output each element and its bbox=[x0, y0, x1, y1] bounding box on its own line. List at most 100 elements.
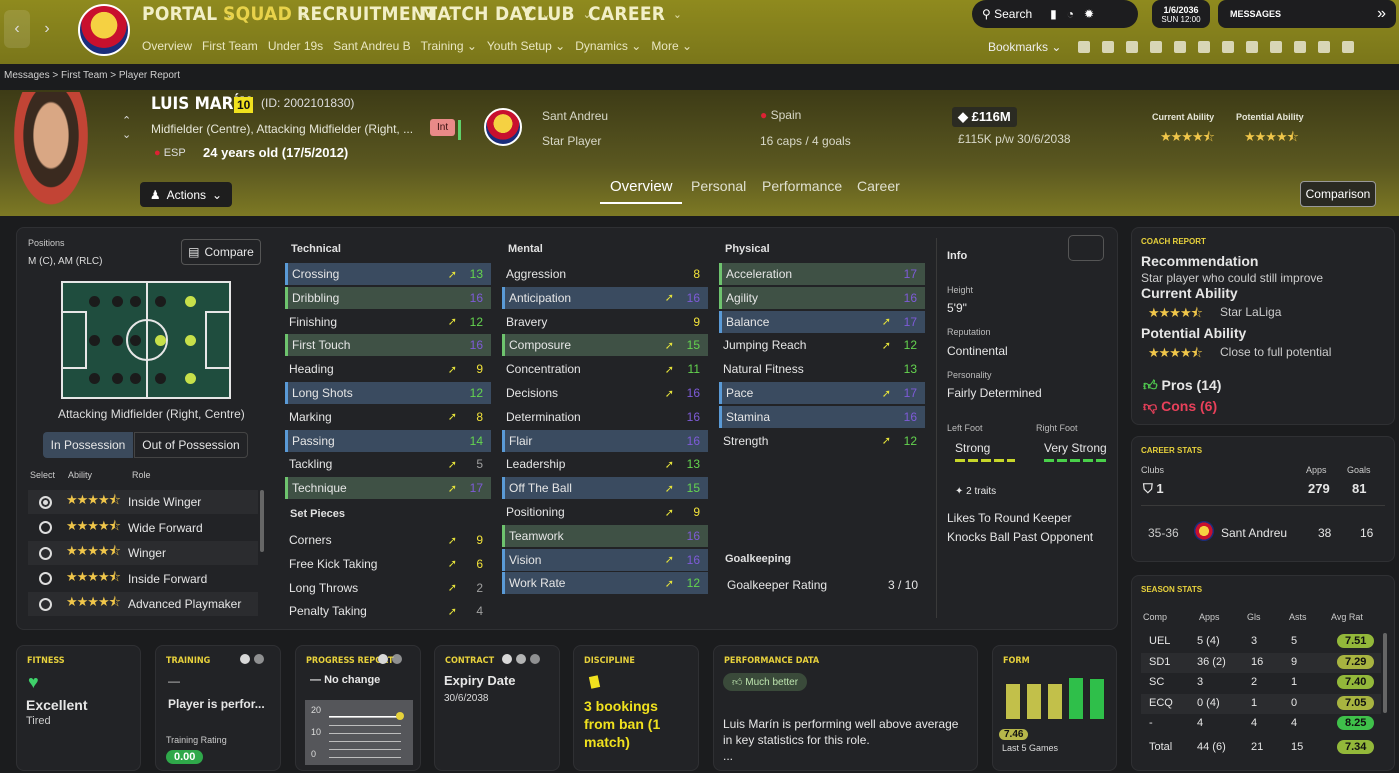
season-scrollbar[interactable] bbox=[1383, 633, 1387, 713]
report-icon[interactable] bbox=[1246, 41, 1258, 53]
attribute-row[interactable]: Heading ➚ 9 bbox=[285, 358, 491, 380]
medical-icon[interactable] bbox=[1222, 41, 1234, 53]
role-row[interactable]: ★★★★⯪ Inside Winger bbox=[28, 490, 258, 514]
club-crest[interactable] bbox=[78, 4, 130, 56]
club-badge[interactable] bbox=[484, 108, 522, 146]
attribute-row[interactable]: Decisions ➚ 16 bbox=[502, 382, 708, 404]
club-name[interactable]: Sant Andreu bbox=[542, 109, 609, 123]
attribute-row[interactable]: Determination 16 bbox=[502, 406, 708, 428]
season-row[interactable]: Total 44 (6) 21 15 7.34 bbox=[1141, 738, 1381, 758]
tab-performance[interactable]: Performance bbox=[762, 178, 843, 194]
attribute-row[interactable]: Flair 16 bbox=[502, 429, 708, 452]
tab-overview[interactable]: Overview bbox=[610, 178, 673, 195]
attribute-row[interactable]: Stamina 16 bbox=[719, 405, 925, 428]
attribute-row[interactable]: Strength ➚ 12 bbox=[719, 430, 925, 452]
finance-icon[interactable] bbox=[1342, 41, 1354, 53]
actions-button[interactable]: ♟ Actions ⌄ bbox=[140, 182, 232, 207]
attribute-row[interactable]: Balance ➚ 17 bbox=[719, 310, 925, 333]
discipline-card[interactable]: DISCIPLINE bbox=[573, 645, 699, 771]
nav-club[interactable]: CLUB ⌄ bbox=[524, 3, 591, 25]
attribute-row[interactable]: Crossing ➚ 13 bbox=[285, 263, 491, 285]
attribute-row[interactable]: Off The Ball ➚ 15 bbox=[502, 477, 708, 500]
attribute-row[interactable]: Passing 14 bbox=[285, 429, 491, 452]
role-radio[interactable] bbox=[39, 521, 52, 535]
attribute-row[interactable]: Tackling ➚ 5 bbox=[285, 453, 491, 475]
season-row[interactable]: - 4 4 4 8.25 bbox=[1141, 714, 1381, 734]
gear-icon[interactable]: ✹ bbox=[1084, 7, 1095, 21]
attribute-row[interactable]: Finishing ➚ 12 bbox=[285, 311, 491, 333]
attribute-row[interactable]: Aggression 8 bbox=[502, 263, 708, 285]
role-row[interactable]: ★★★★⯪ Advanced Playmaker bbox=[28, 592, 258, 617]
prev-next-arrows[interactable]: ⌃ ⌄ bbox=[122, 115, 132, 141]
attribute-row[interactable]: Anticipation ➚ 16 bbox=[502, 286, 708, 309]
role-row[interactable]: ★★★★⯪ Inside Forward bbox=[28, 567, 258, 591]
in-possession-toggle[interactable]: In Possession bbox=[43, 432, 133, 458]
bookmarks-dropdown[interactable]: Bookmarks ⌄ bbox=[988, 40, 1062, 54]
subnav-youth-setup[interactable]: Youth Setup ⌄ bbox=[486, 39, 566, 53]
role-radio[interactable] bbox=[39, 572, 52, 586]
season-row[interactable]: UEL 5 (4) 3 5 7.51 bbox=[1141, 632, 1381, 652]
nav-career[interactable]: CAREER ⌄ bbox=[588, 3, 682, 25]
attribute-row[interactable]: Bravery 9 bbox=[502, 311, 708, 333]
nav-recruitment[interactable]: RECRUITMENT ⌄ bbox=[297, 3, 454, 25]
refresh-icon[interactable] bbox=[1318, 41, 1330, 53]
role-radio[interactable] bbox=[39, 495, 52, 509]
season-row[interactable]: SD1 36 (2) 16 9 7.29 bbox=[1141, 652, 1381, 673]
game-date[interactable]: 1/6/2036 SUN 12:00 bbox=[1152, 0, 1210, 28]
shirt-icon[interactable] bbox=[1126, 41, 1138, 53]
nation[interactable]: ● Spain bbox=[760, 108, 801, 122]
role-row[interactable]: ★★★★⯪ Wide Forward bbox=[28, 516, 258, 540]
attribute-row[interactable]: Jumping Reach ➚ 12 bbox=[719, 334, 925, 356]
crumb-messages[interactable]: Messages bbox=[4, 70, 50, 81]
role-radio[interactable] bbox=[39, 597, 52, 611]
attribute-row[interactable]: Penalty Taking ➚ 4 bbox=[285, 600, 491, 622]
subnav-sant-andreu-b[interactable]: Sant Andreu B bbox=[333, 39, 411, 53]
attribute-row[interactable]: Positioning ➚ 9 bbox=[502, 501, 708, 523]
season-row[interactable]: ECQ 0 (4) 1 0 7.05 bbox=[1141, 693, 1381, 714]
nav-match-day[interactable]: MATCH DAY ⌄ bbox=[420, 3, 551, 25]
attribute-row[interactable]: Teamwork 16 bbox=[502, 524, 708, 547]
attribute-row[interactable]: Concentration ➚ 11 bbox=[502, 358, 708, 380]
attribute-row[interactable]: Technique ➚ 17 bbox=[285, 477, 491, 500]
attribute-row[interactable]: Long Throws ➚ 2 bbox=[285, 577, 491, 599]
subnav-overview[interactable]: Overview bbox=[142, 39, 193, 53]
crumb-first-team[interactable]: First Team bbox=[60, 70, 108, 81]
ball-icon[interactable] bbox=[1198, 41, 1210, 53]
role-row[interactable]: ★★★★⯪ Winger bbox=[28, 541, 258, 566]
shield-icon[interactable] bbox=[1078, 41, 1090, 53]
subnav-under-19s[interactable]: Under 19s bbox=[267, 39, 324, 53]
subnav-dynamics[interactable]: Dynamics ⌄ bbox=[575, 39, 642, 53]
staff-icon[interactable] bbox=[1270, 41, 1282, 53]
attribute-row[interactable]: Agility 16 bbox=[719, 286, 925, 309]
attribute-row[interactable]: Pace ➚ 17 bbox=[719, 382, 925, 404]
search-button[interactable]: ⚲ Search bbox=[982, 7, 1033, 21]
attribute-row[interactable]: Dribbling 16 bbox=[285, 286, 491, 309]
subnav-first-team[interactable]: First Team bbox=[202, 39, 258, 53]
attribute-row[interactable]: Marking ➚ 8 bbox=[285, 406, 491, 428]
forward-button[interactable]: › bbox=[44, 20, 50, 37]
nav-squad[interactable]: SQUAD ⌄ bbox=[223, 3, 309, 25]
trophy-icon[interactable] bbox=[1294, 41, 1306, 53]
attribute-row[interactable]: Free Kick Taking ➚ 6 bbox=[285, 553, 491, 575]
performance-card[interactable]: PERFORMANCE DATA bbox=[713, 645, 978, 771]
career-club[interactable]: Sant Andreu bbox=[1221, 526, 1288, 540]
comparison-button[interactable]: Comparison bbox=[1300, 181, 1376, 207]
cons-button[interactable]: 👎︎ Cons (6) bbox=[1143, 398, 1217, 415]
compare-button[interactable]: ▤ Compare bbox=[181, 239, 261, 265]
attribute-row[interactable]: First Touch 16 bbox=[285, 334, 491, 357]
tactics-icon[interactable] bbox=[1150, 41, 1162, 53]
subnav-more[interactable]: More ⌄ bbox=[651, 39, 693, 53]
attribute-row[interactable]: Composure ➚ 15 bbox=[502, 334, 708, 357]
back-button[interactable]: ‹ bbox=[4, 10, 30, 48]
attribute-row[interactable]: Work Rate ➚ 12 bbox=[502, 572, 708, 595]
out-possession-toggle[interactable]: Out of Possession bbox=[134, 432, 248, 458]
nav-portal[interactable]: PORTAL ⌄ bbox=[142, 3, 234, 25]
tab-career[interactable]: Career bbox=[857, 178, 900, 194]
fitness-card[interactable]: FITNESS bbox=[16, 645, 141, 771]
attribute-row[interactable]: Acceleration 17 bbox=[719, 263, 925, 285]
messages-button[interactable]: MESSAGES » bbox=[1218, 0, 1396, 28]
personality-icon[interactable] bbox=[1068, 235, 1104, 261]
calendar-icon[interactable] bbox=[1102, 41, 1114, 53]
attribute-row[interactable]: Natural Fitness 13 bbox=[719, 358, 925, 380]
attribute-row[interactable]: Corners ➚ 9 bbox=[285, 529, 491, 551]
